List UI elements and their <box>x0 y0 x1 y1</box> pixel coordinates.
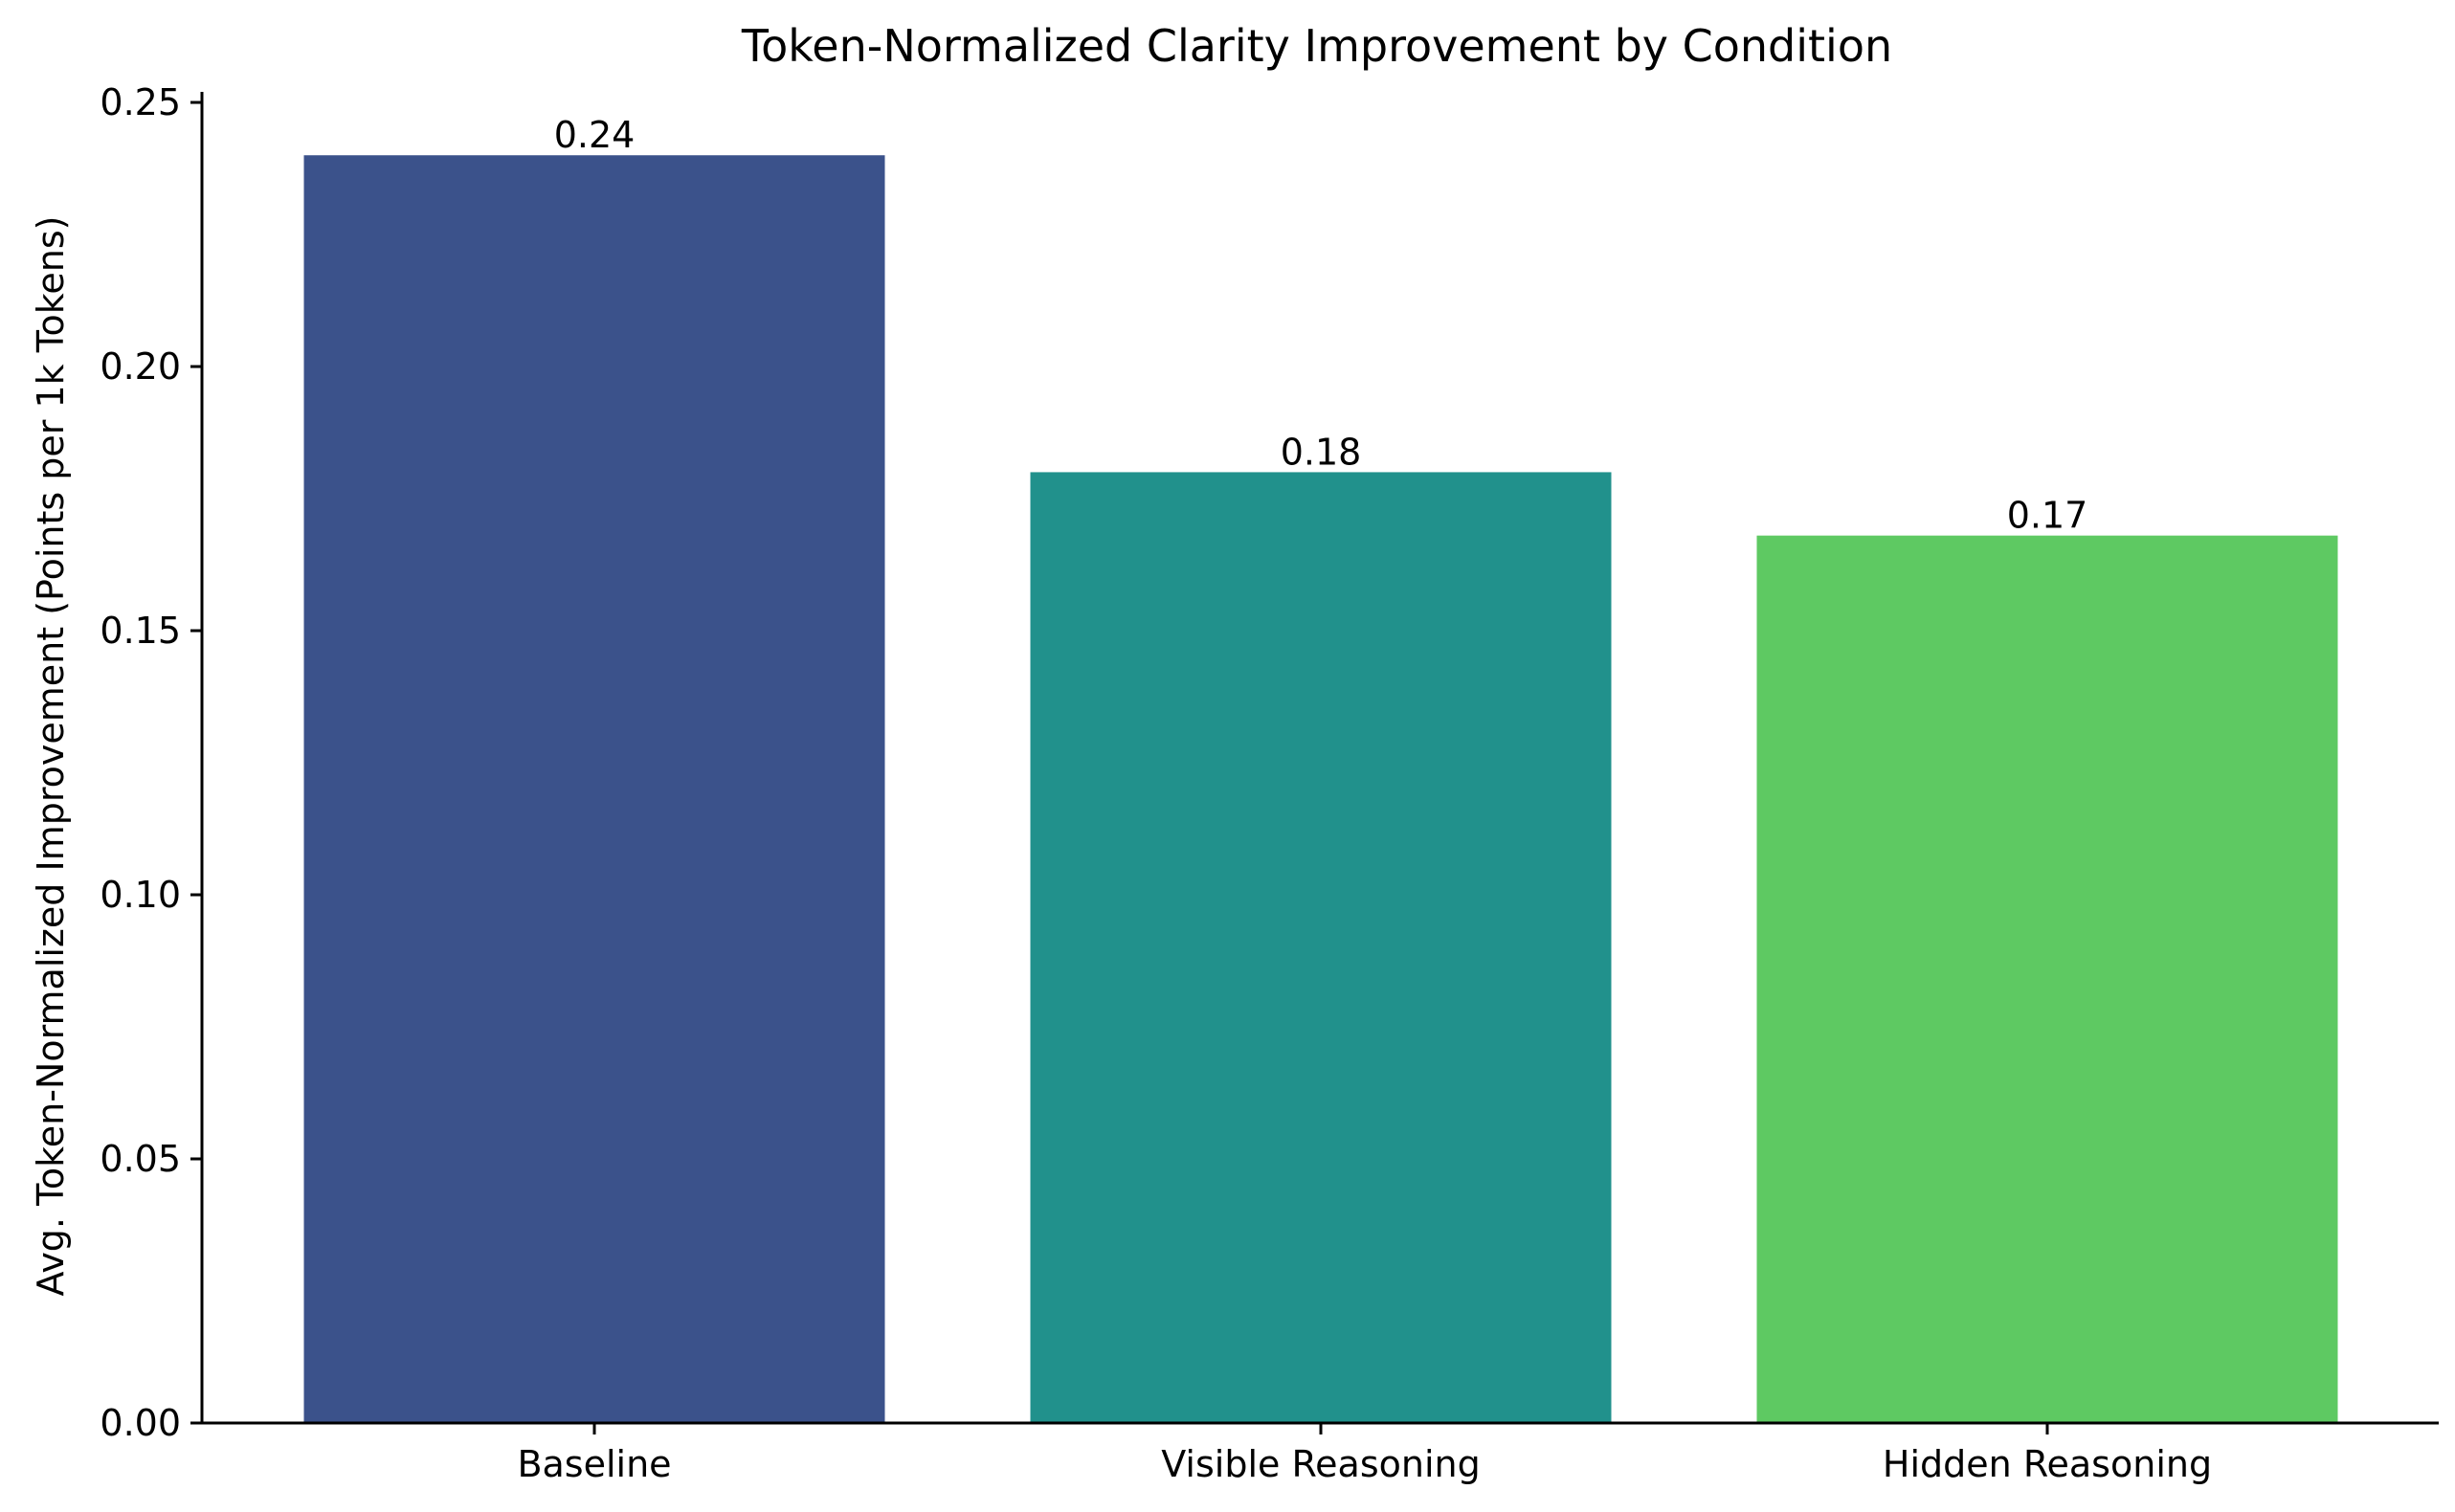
bar-baseline <box>303 155 885 1424</box>
bar-hidden-reasoning <box>1756 535 2338 1423</box>
bars-group <box>303 155 2338 1424</box>
y-tick-label: 0.25 <box>100 81 181 123</box>
x-tick-label: Visible Reasoning <box>1161 1443 1480 1485</box>
y-tick-label: 0.05 <box>100 1138 181 1180</box>
chart-title: Token-Normalized Clarity Improvement by … <box>741 20 1892 72</box>
y-axis-ticks: 0.00 0.05 0.10 0.15 0.20 0.25 <box>100 81 202 1444</box>
y-axis-label: Avg. Token-Normalized Improvement (Point… <box>30 216 72 1297</box>
x-axis-ticks: Baseline Visible Reasoning Hidden Reasonin… <box>517 1423 2212 1485</box>
y-tick-label: 0.20 <box>100 345 181 388</box>
data-label-hidden-reasoning: 0.17 <box>2007 495 2088 537</box>
y-tick-label: 0.15 <box>100 610 181 652</box>
bar-visible-reasoning <box>1030 472 1612 1423</box>
data-label-visible-reasoning: 0.18 <box>1281 431 1362 473</box>
y-tick-label: 0.00 <box>100 1402 181 1444</box>
x-tick-label: Hidden Reasoning <box>1883 1443 2212 1485</box>
data-labels-group: 0.24 0.18 0.17 <box>554 114 2088 536</box>
x-tick-label: Baseline <box>517 1443 671 1485</box>
data-label-baseline: 0.24 <box>554 114 636 156</box>
y-tick-label: 0.10 <box>100 874 181 916</box>
